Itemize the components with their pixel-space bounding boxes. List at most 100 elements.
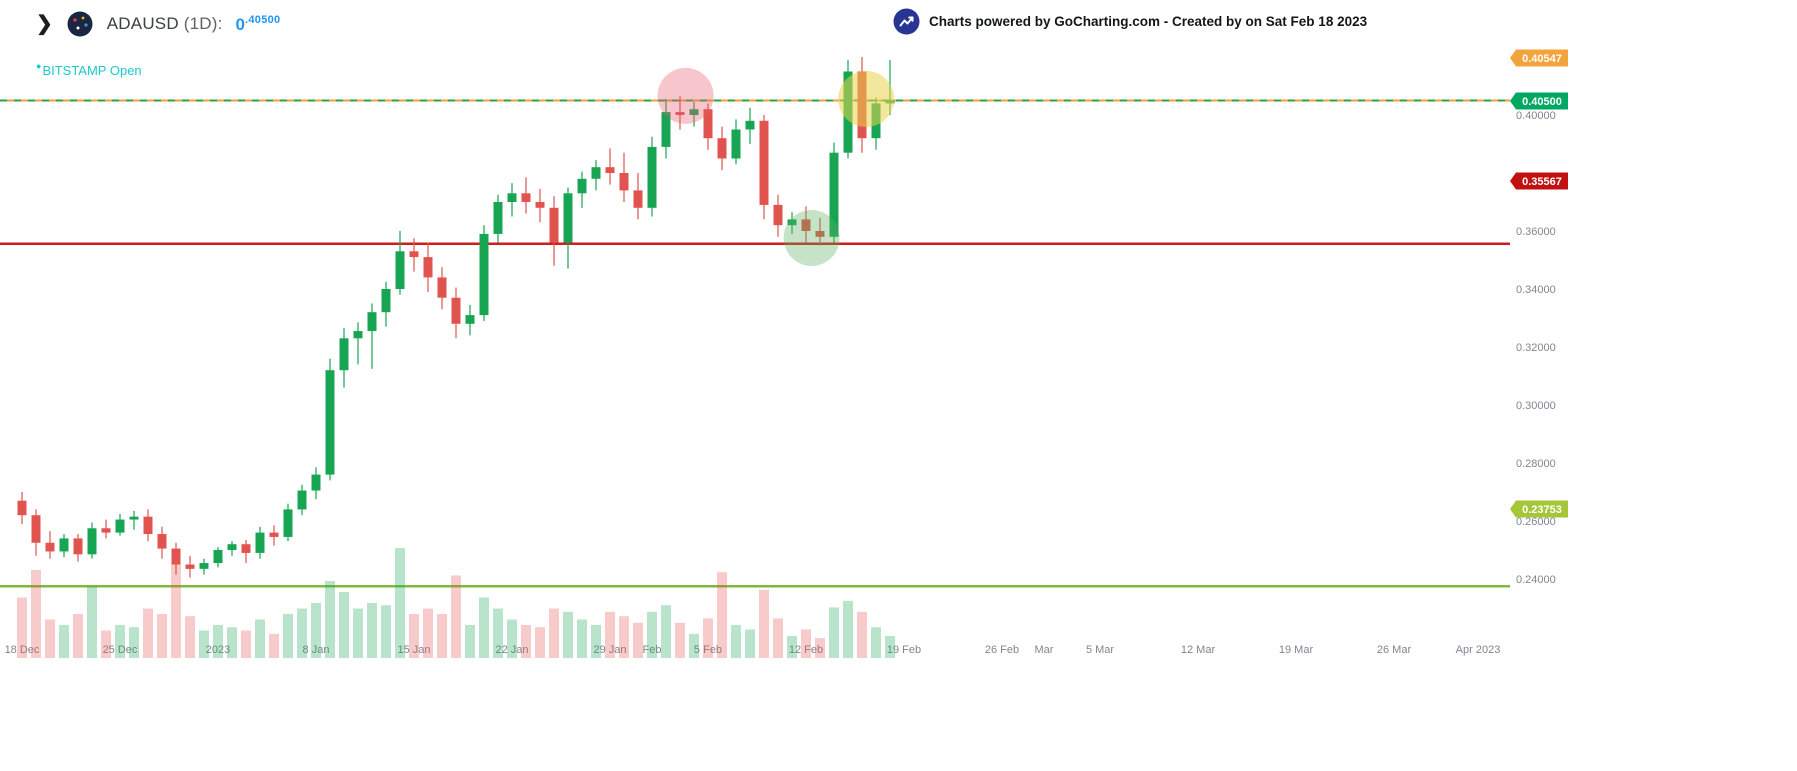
volume-bar	[353, 608, 363, 658]
timeframe-label: (1D):	[183, 14, 223, 33]
candle-body	[325, 370, 335, 475]
candle-body	[815, 231, 825, 237]
candle-body	[535, 202, 545, 208]
candle-body	[115, 519, 125, 533]
x-axis-label: 5 Mar	[1086, 644, 1114, 656]
x-axis-label: 25 Dec	[103, 644, 138, 656]
candle-body	[45, 542, 55, 552]
volume-bar	[493, 608, 503, 658]
candle-body	[619, 173, 629, 191]
x-axis-label: 2023	[206, 644, 230, 656]
volume-bar	[787, 636, 797, 658]
volume-bar	[507, 619, 517, 658]
volume-bar	[451, 575, 461, 658]
x-axis-label: 15 Jan	[397, 644, 430, 656]
candle-body	[339, 338, 349, 371]
candle-body	[101, 528, 111, 533]
topbar: ❯ ADAUSD (1D): 0.40500	[36, 10, 280, 38]
x-axis-label: 8 Jan	[303, 644, 330, 656]
candle-body	[801, 219, 811, 231]
highlight-circle-green[interactable]	[783, 209, 840, 266]
volume-bar	[773, 618, 783, 658]
volume-bar	[87, 586, 97, 658]
candle-body	[17, 500, 27, 516]
watermark-credit: Charts powered by GoCharting.com - Creat…	[893, 8, 1367, 35]
candle-body	[409, 251, 419, 258]
y-axis-label: 0.32000	[1516, 342, 1556, 354]
price-tag	[1510, 49, 1568, 67]
highlight-circle-yellow[interactable]	[838, 71, 895, 128]
candle-body	[129, 516, 139, 520]
volume-bar	[311, 603, 321, 658]
volume-bar	[745, 629, 755, 658]
candle-body	[717, 138, 727, 159]
volume-bar	[185, 616, 195, 658]
credit-text: Charts powered by GoCharting.com - Creat…	[929, 14, 1368, 29]
volume-bar	[675, 622, 685, 658]
symbol-name: ADAUSD	[106, 14, 179, 33]
volume-bar	[577, 619, 587, 658]
candle-body	[493, 202, 503, 234]
candle-body	[591, 167, 601, 179]
candle-body	[143, 516, 153, 535]
x-axis-label: 5 Feb	[694, 644, 722, 656]
candle-body	[773, 204, 783, 226]
volume-bar	[647, 611, 657, 658]
last-price-value: 0.40500	[235, 13, 281, 34]
volume-bar	[171, 564, 181, 658]
volume-bar	[815, 638, 825, 658]
gocharting-watermark-icon	[893, 8, 920, 35]
candle-body	[633, 190, 643, 208]
volume-bar	[871, 627, 881, 658]
volume-bar	[339, 592, 349, 658]
volume-bar	[829, 607, 839, 658]
volume-bar	[479, 597, 489, 658]
volume-bar	[297, 608, 307, 658]
volume-bar	[255, 619, 265, 658]
volume-bar	[269, 633, 279, 658]
volume-bar	[283, 614, 293, 658]
candle-body	[73, 538, 83, 555]
candle-body	[731, 129, 741, 159]
candle-body	[549, 207, 559, 243]
volume-bar	[367, 603, 377, 658]
candle-body	[171, 548, 181, 565]
candle-body	[353, 331, 363, 339]
x-axis-label: 12 Feb	[789, 644, 823, 656]
price-tag-label: 0.40500	[1522, 96, 1562, 108]
highlight-circle-red[interactable]	[657, 67, 714, 124]
y-axis-label: 0.36000	[1516, 226, 1556, 238]
volume-bar	[465, 625, 475, 658]
volume-bar	[227, 627, 237, 658]
candle-body	[437, 277, 447, 298]
candle-body	[423, 257, 433, 278]
candle-body	[395, 251, 405, 289]
candle-body	[269, 532, 279, 537]
y-axis-label: 0.28000	[1516, 458, 1556, 470]
candle-body	[59, 538, 69, 552]
volume-bar	[325, 581, 335, 658]
candle-body	[381, 289, 391, 313]
candle-body	[227, 544, 237, 550]
volume-bar	[437, 614, 447, 658]
candle-body	[661, 112, 671, 147]
x-axis-label: 22 Jan	[495, 644, 528, 656]
volume-bar	[703, 618, 713, 658]
volume-bar	[409, 614, 419, 658]
y-axis-label: 0.30000	[1516, 400, 1556, 412]
candle-body	[451, 297, 461, 324]
volume-bar	[143, 608, 153, 658]
gocharting-logo-icon[interactable]	[66, 10, 94, 38]
candle-body	[829, 152, 839, 237]
candle-body	[689, 109, 699, 115]
symbol-title: ADAUSD (1D):	[107, 14, 223, 34]
volume-bar	[885, 636, 895, 658]
candle-body	[647, 146, 657, 208]
volume-bar	[717, 572, 727, 658]
x-axis-label: 12 Mar	[1181, 644, 1216, 656]
volume-bar	[241, 630, 251, 658]
candle-body	[311, 474, 321, 491]
expand-toolbar-button[interactable]: ❯	[36, 13, 53, 35]
candle-body	[157, 534, 167, 549]
